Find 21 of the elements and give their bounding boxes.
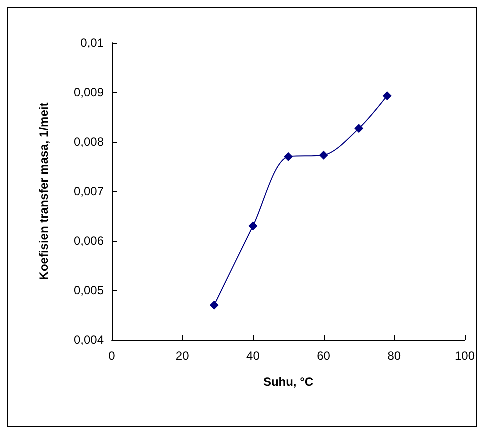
y-tick-label: 0,005 [74, 284, 104, 298]
x-tick-label: 80 [388, 349, 402, 363]
y-tick-label: 0,004 [74, 333, 104, 347]
point [354, 124, 364, 134]
point [248, 222, 258, 231]
y-tick-label: 0,006 [74, 234, 104, 248]
point [284, 152, 293, 162]
x-tick-label: 20 [176, 349, 190, 363]
point [319, 150, 328, 160]
x-tick-label: 40 [246, 349, 260, 363]
x-tick-label: 60 [317, 349, 331, 363]
y-tick-label: 0,007 [74, 184, 104, 198]
y-tick-label: 0,008 [74, 135, 104, 149]
x-tick-label: 100 [454, 349, 476, 363]
y-tick-label: 0,009 [74, 86, 104, 100]
point [210, 300, 219, 310]
point [382, 91, 392, 100]
x-tick-label: 0 [108, 349, 116, 363]
y-axis-title: Koefisien transfer masa, 1/meit [37, 102, 51, 280]
x-axis-title: Suhu, °C [263, 375, 314, 389]
y-tick-label: 0,01 [80, 36, 104, 50]
